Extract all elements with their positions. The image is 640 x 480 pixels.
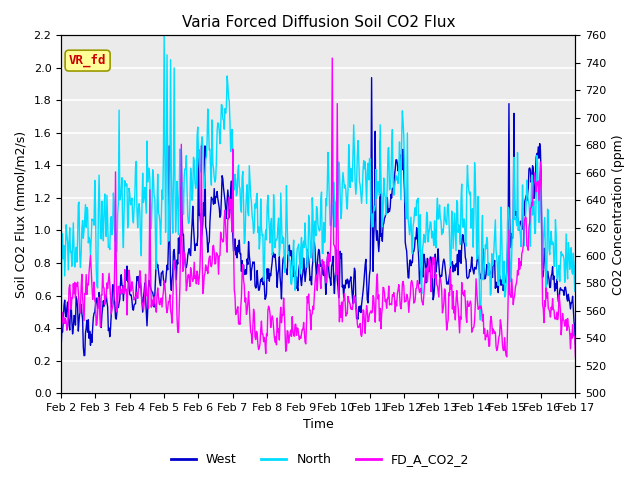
West <box>80 353 88 359</box>
West <box>382 210 390 216</box>
FD_A_CO2_2 <box>396 303 404 309</box>
Line: West: West <box>61 78 575 356</box>
North <box>67 250 74 255</box>
Text: VR_fd: VR_fd <box>69 54 106 67</box>
Line: FD_A_CO2_2: FD_A_CO2_2 <box>61 58 575 357</box>
FD_A_CO2_2 <box>572 354 579 360</box>
West <box>368 75 376 81</box>
West <box>397 158 404 164</box>
North <box>160 33 168 38</box>
West <box>67 307 74 312</box>
Title: Varia Forced Diffusion Soil CO2 Flux: Varia Forced Diffusion Soil CO2 Flux <box>182 15 455 30</box>
North <box>396 168 404 174</box>
West <box>173 277 180 283</box>
West <box>120 283 128 288</box>
North <box>120 245 127 251</box>
FD_A_CO2_2 <box>172 268 179 274</box>
Legend: West, North, FD_A_CO2_2: West, North, FD_A_CO2_2 <box>166 448 474 471</box>
North <box>572 259 579 264</box>
FD_A_CO2_2 <box>328 55 336 61</box>
FD_A_CO2_2 <box>120 283 127 289</box>
North <box>173 208 180 214</box>
FD_A_CO2_2 <box>199 291 207 297</box>
North <box>200 166 207 172</box>
FD_A_CO2_2 <box>58 333 65 338</box>
West <box>58 345 65 350</box>
Y-axis label: Soil CO2 Flux (mmol/m2/s): Soil CO2 Flux (mmol/m2/s) <box>15 131 28 298</box>
North <box>58 334 65 339</box>
FD_A_CO2_2 <box>67 293 74 299</box>
X-axis label: Time: Time <box>303 419 333 432</box>
Line: North: North <box>61 36 575 336</box>
West <box>572 341 579 347</box>
West <box>200 200 207 205</box>
Y-axis label: CO2 Concentration (ppm): CO2 Concentration (ppm) <box>612 134 625 295</box>
FD_A_CO2_2 <box>381 299 389 304</box>
North <box>381 194 389 200</box>
